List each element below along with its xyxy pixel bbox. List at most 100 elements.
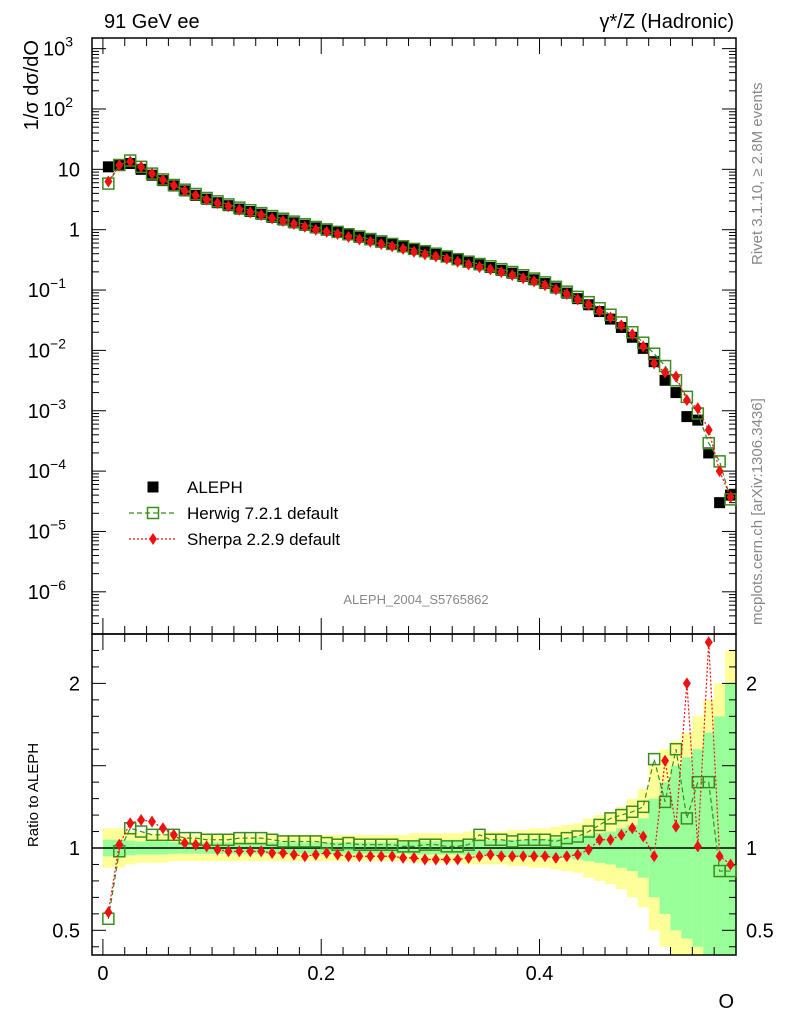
sherpa-point: [628, 328, 637, 341]
sherpa-point: [180, 184, 189, 197]
sherpa-point: [704, 423, 713, 436]
ratio-sherpa-point: [661, 754, 670, 767]
ratio-sherpa-point: [289, 848, 298, 861]
aleph-point: [659, 374, 671, 386]
ratio-sherpa-point: [497, 850, 506, 863]
ratio-sherpa-point: [715, 850, 724, 863]
main-ylabel: 1/σ dσ/dO: [21, 40, 43, 130]
ratio-sherpa-point: [551, 851, 560, 864]
sherpa-point: [508, 269, 517, 282]
main-plot: 10−6 10−5 10−4 10−3 10−2 10−1 1 10 102 103: [28, 34, 737, 635]
sherpa-point: [377, 237, 386, 250]
ratio-sherpa-point: [126, 817, 135, 830]
x-tick-label: 0: [97, 963, 108, 985]
ratio-sherpa-point: [562, 850, 571, 863]
sherpa-point: [344, 230, 353, 243]
tick-exponent: −3: [50, 396, 66, 412]
aleph-point: [714, 497, 726, 509]
sherpa-point: [246, 206, 255, 219]
ratio-sherpa-point: [693, 840, 702, 853]
sherpa-point: [366, 235, 375, 248]
main-y-tick-label: 102: [43, 94, 73, 121]
sherpa-point: [388, 240, 397, 253]
legend-aleph-marker: [147, 481, 159, 493]
ratio-sherpa-point: [377, 850, 386, 863]
legend: ALEPH Herwig 7.2.1 default Sherpa 2.2.9 de…: [129, 478, 340, 549]
legend-aleph-label: ALEPH: [187, 478, 243, 497]
ratio-sherpa-point: [519, 850, 528, 863]
ratio-herwig-point: [702, 775, 715, 789]
ratio-sherpa-point: [148, 815, 157, 828]
main-y-tick-label: 1: [69, 220, 80, 242]
ratio-sherpa-point: [333, 848, 342, 861]
ratio-y-tick-label-left: 2: [69, 673, 80, 695]
ratio-sherpa-point: [540, 850, 549, 863]
sherpa-point: [475, 261, 484, 274]
sherpa-point: [213, 197, 222, 210]
ratio-plot: 0 0.2 0.4 0.5 0.5 1 1 2 2: [52, 633, 774, 985]
aleph-point: [681, 411, 693, 423]
tick-exponent: −1: [50, 275, 66, 291]
aleph-point: [102, 161, 114, 173]
ratio-sherpa-point: [442, 853, 451, 866]
sherpa-point: [420, 248, 429, 261]
main-y-tick-label: 10−4: [28, 456, 66, 483]
sherpa-point: [551, 283, 560, 296]
sherpa-point: [671, 370, 680, 383]
ratio-sherpa-point: [311, 848, 320, 861]
main-y-tick-label: 10−1: [28, 275, 66, 302]
ratio-sherpa-point: [169, 828, 178, 841]
ratio-sherpa-point: [410, 851, 418, 864]
main-y-tick-label: 10−3: [28, 396, 66, 423]
sherpa-point: [431, 250, 440, 263]
main-y-tick-label: 10−2: [28, 335, 66, 362]
ratio-sherpa-point: [300, 850, 309, 863]
sherpa-point: [573, 293, 582, 306]
ratio-sherpa-point: [617, 828, 626, 841]
ratio-sherpa-point: [257, 845, 266, 858]
sherpa-point: [464, 258, 473, 271]
sherpa-point: [148, 167, 157, 180]
tick-exponent: 3: [65, 34, 73, 50]
sherpa-point: [126, 155, 135, 168]
ratio-sherpa-point: [180, 837, 189, 850]
sherpa-point: [289, 218, 298, 231]
ratio-sherpa-point: [726, 858, 735, 871]
herwig-point: [702, 436, 715, 450]
ratio-y-tick-label-left: 0.5: [52, 920, 80, 942]
ratio-sherpa-point: [431, 853, 440, 866]
band-inner-bin: [714, 716, 726, 955]
main-y-tick-label: 10−5: [28, 516, 66, 543]
ratio-sherpa-point: [486, 848, 495, 861]
ratio-sherpa-point: [191, 838, 200, 851]
ratio-sherpa-point: [202, 840, 211, 853]
ratio-sherpa-point: [682, 677, 691, 690]
sherpa-point: [224, 200, 233, 213]
ratio-sherpa-point: [224, 845, 233, 858]
ratio-sherpa-point: [344, 850, 353, 863]
ratio-sherpa-point: [530, 850, 539, 863]
ratio-sherpa-point: [464, 851, 473, 864]
legend-sherpa-marker: [149, 533, 157, 545]
aleph-point: [692, 414, 704, 426]
sherpa-point: [540, 279, 549, 292]
main-y-tick-label: 103: [43, 34, 73, 61]
tick-exponent: −6: [50, 577, 66, 593]
sherpa-point: [650, 357, 659, 370]
ratio-sherpa-point: [595, 833, 604, 846]
ratio-herwig-point: [636, 800, 650, 814]
ratio-sherpa-point: [475, 850, 484, 863]
ratio-sherpa-point: [420, 853, 429, 866]
ratio-sherpa-point: [704, 636, 713, 649]
tick-exponent: −4: [50, 456, 66, 472]
x-tick-label: 0.4: [526, 963, 554, 985]
sherpa-point: [268, 212, 277, 225]
ratio-sherpa-line: [107, 642, 731, 913]
ratio-sherpa-point: [115, 838, 124, 851]
header-right-title: γ*/Z (Hadronic): [600, 11, 734, 33]
ratio-sherpa-point: [137, 814, 146, 827]
ratio-herwig-point: [582, 825, 595, 838]
band-inner-bin: [725, 683, 736, 955]
sherpa-point: [584, 298, 593, 311]
ratio-sherpa-point: [235, 845, 244, 858]
